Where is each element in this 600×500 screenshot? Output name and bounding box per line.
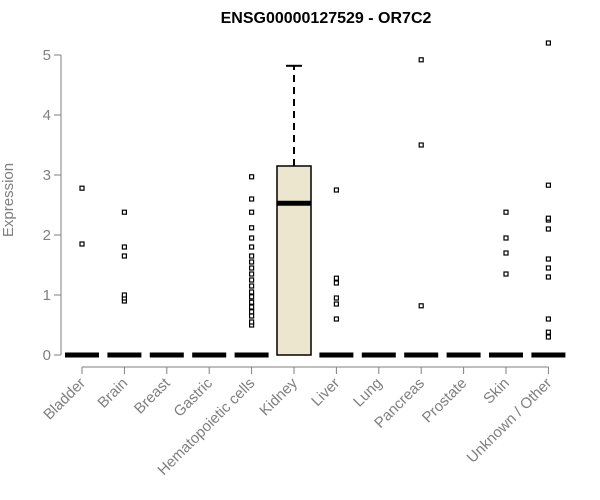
- outlier-point: [121, 244, 128, 250]
- x-tick-label: Bladder: [40, 375, 89, 424]
- outlier-point: [121, 253, 128, 259]
- x-tick-label: Liver: [308, 375, 343, 410]
- outlier-point: [249, 225, 255, 231]
- outlier-point: [249, 313, 255, 319]
- outlier-point: [545, 316, 552, 322]
- outlier-point: [545, 256, 552, 262]
- outlier-point: [249, 289, 255, 295]
- outlier-point: [418, 142, 424, 148]
- x-tick-label: Lung: [350, 375, 386, 411]
- outlier-point: [249, 319, 255, 325]
- y-tick-label: 0: [43, 347, 51, 364]
- outlier-point: [545, 215, 552, 221]
- outlier-point: [545, 265, 552, 271]
- outlier-point: [249, 277, 255, 283]
- outlier-point: [333, 280, 339, 286]
- outlier-point: [333, 301, 339, 307]
- x-tick-label: Prostate: [419, 375, 471, 427]
- outlier-point: [545, 274, 552, 280]
- outlier-point: [503, 209, 509, 215]
- chart-title: ENSG00000127529 - OR7C2: [221, 10, 432, 27]
- outlier-point: [249, 283, 255, 289]
- outlier-point: [249, 265, 255, 271]
- outlier-point: [545, 226, 552, 232]
- outlier-point: [545, 182, 552, 188]
- outlier-point: [249, 309, 255, 315]
- outlier-point: [545, 334, 552, 340]
- outlier-point: [121, 292, 128, 298]
- outlier-point: [249, 294, 255, 300]
- outlier-point: [545, 40, 552, 46]
- outlier-point: [249, 299, 255, 305]
- outlier-point: [545, 329, 552, 335]
- outlier-point: [249, 253, 255, 259]
- outlier-point: [333, 275, 339, 281]
- y-tick-label: 1: [43, 287, 51, 304]
- outlier-point: [249, 259, 255, 265]
- y-axis-label: Expression: [0, 163, 17, 237]
- y-tick-label: 4: [43, 107, 51, 124]
- y-tick-label: 2: [43, 227, 51, 244]
- outlier-point: [503, 271, 509, 277]
- boxes-layer: [65, 64, 566, 358]
- outlier-point: [79, 241, 85, 247]
- box: [276, 165, 312, 356]
- outlier-point: [333, 295, 339, 301]
- outlier-point: [418, 303, 424, 309]
- outlier-point: [249, 174, 255, 180]
- outliers-layer: [79, 40, 552, 340]
- outlier-point: [333, 316, 339, 322]
- outlier-point: [249, 235, 255, 241]
- y-axis: 0 1 2 3 4 5: [43, 47, 62, 364]
- outlier-point: [121, 209, 128, 215]
- y-tick-label: 3: [43, 167, 51, 184]
- outlier-point: [249, 271, 255, 277]
- outlier-point: [79, 185, 85, 191]
- outlier-point: [249, 209, 255, 215]
- y-tick-label: 5: [43, 47, 51, 64]
- outlier-point: [249, 196, 255, 202]
- outlier-point: [503, 250, 509, 256]
- outlier-point: [503, 235, 509, 241]
- x-tick-label: Breast: [131, 374, 174, 417]
- outlier-point: [249, 244, 255, 250]
- outlier-point: [333, 187, 339, 193]
- x-tick-label: Brain: [94, 375, 131, 412]
- x-tick-label: Skin: [480, 375, 513, 408]
- x-tick-label: Kidney: [256, 374, 301, 419]
- outlier-point: [418, 57, 424, 63]
- outlier-point: [249, 304, 255, 310]
